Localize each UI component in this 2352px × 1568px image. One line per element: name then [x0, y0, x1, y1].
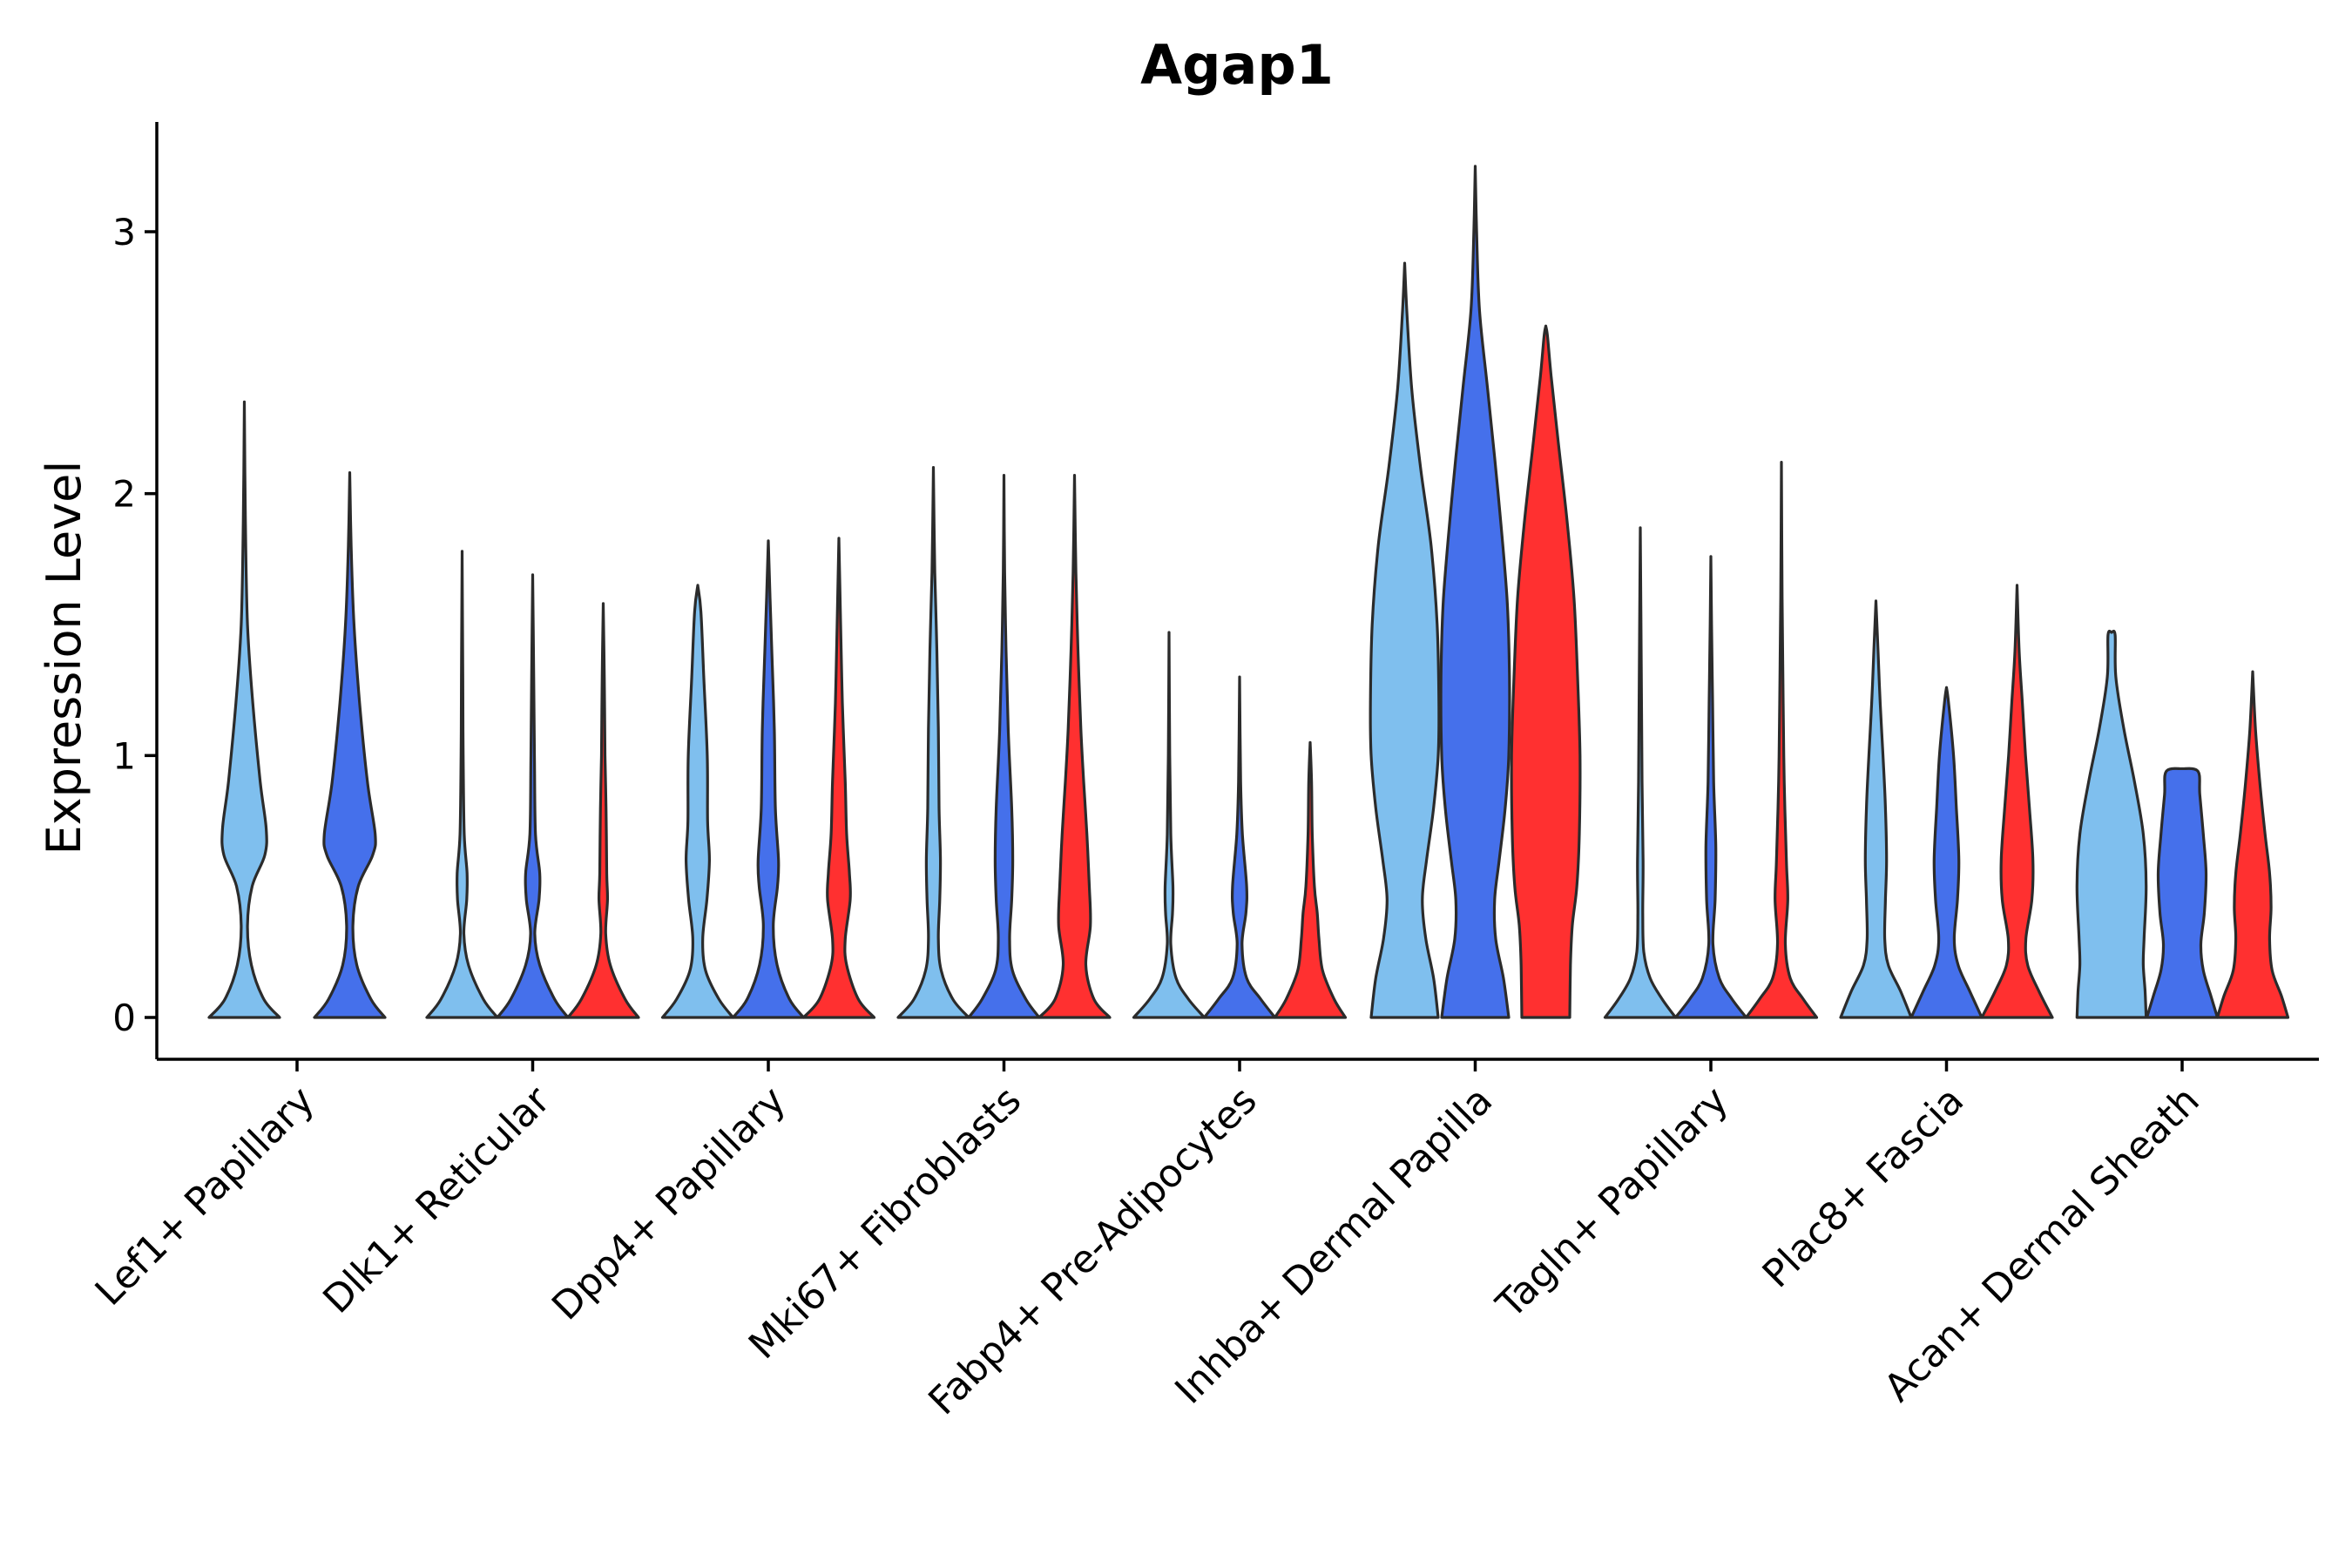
- violin-plac8-fascia-group-2: [1980, 584, 2054, 1019]
- violin-mki67-fibroblasts-group-2: [1037, 474, 1112, 1019]
- violin-tagln-papillary-group-2: [1744, 461, 1819, 1019]
- violin-fabp4-pre-adipocytes-group-2: [1273, 740, 1348, 1019]
- violin-group: [207, 165, 2290, 1019]
- violin-fabp4-pre-adipocytes-group-1: [1202, 675, 1277, 1019]
- x-tick-label: Dlk1+ Reticular: [314, 1078, 559, 1322]
- y-tick-label: 2: [112, 473, 136, 516]
- violin-inhba-dermal-papilla-group-0: [1369, 261, 1441, 1019]
- x-tick-label: Tagln+ Papillary: [1488, 1078, 1737, 1328]
- violin-tagln-papillary-group-1: [1673, 555, 1748, 1019]
- y-axis-label: Expression Level: [37, 461, 91, 855]
- x-tick-label: Dpp4+ Papillary: [544, 1078, 794, 1329]
- violin-dlk1-reticular-group-0: [425, 550, 499, 1019]
- x-tick-label: Plac8+ Fascia: [1754, 1078, 1973, 1297]
- violin-dpp4-papillary-group-2: [801, 537, 876, 1019]
- violin-fabp4-pre-adipocytes-group-0: [1132, 631, 1206, 1019]
- y-tick-label: 0: [112, 997, 136, 1039]
- violin-dpp4-papillary-group-0: [660, 584, 735, 1019]
- violin-mki67-fibroblasts-group-0: [896, 466, 970, 1019]
- chart-title: Agap1: [1140, 33, 1334, 97]
- violin-mki67-fibroblasts-group-1: [967, 474, 1041, 1019]
- violin-acan-dermal-sheath-group-2: [2215, 670, 2290, 1019]
- violin-plac8-fascia-group-1: [1909, 686, 1984, 1019]
- y-tick-label: 3: [112, 211, 136, 253]
- x-tick-label: Lef1+ Papillary: [87, 1078, 323, 1315]
- violin-lef1-papillary-group-1: [313, 471, 387, 1019]
- violin-dpp4-papillary-group-1: [731, 539, 806, 1019]
- y-tick-label: 1: [112, 734, 136, 777]
- violin-tagln-papillary-group-0: [1603, 526, 1678, 1019]
- violin-acan-dermal-sheath-group-1: [2145, 767, 2220, 1019]
- axes: [155, 122, 2319, 1061]
- violin-inhba-dermal-papilla-group-1: [1439, 165, 1511, 1019]
- violin-plac8-fascia-group-0: [1839, 599, 1913, 1019]
- y-ticks: 0 1 2 3: [112, 211, 157, 1039]
- violin-inhba-dermal-papilla-group-2: [1510, 324, 1582, 1019]
- violin-acan-dermal-sheath-group-0: [2075, 629, 2148, 1019]
- violin-dlk1-reticular-group-2: [566, 602, 640, 1019]
- violin-lef1-papillary-group-0: [207, 400, 281, 1019]
- violin-dlk1-reticular-group-1: [496, 573, 570, 1019]
- x-tick-label: Mki67+ Fibroblasts: [740, 1078, 1030, 1368]
